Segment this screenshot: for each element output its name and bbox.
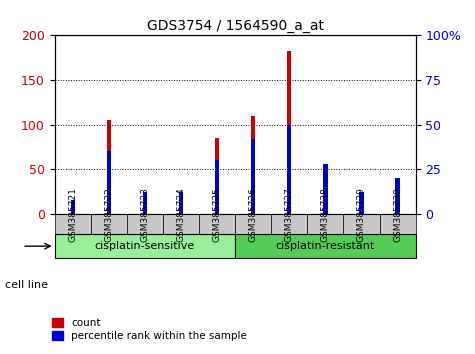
Bar	[106, 152, 111, 214]
Bar	[106, 120, 111, 214]
Bar	[215, 160, 219, 214]
Bar	[70, 209, 75, 214]
Bar	[359, 193, 364, 214]
Text: GSM385726: GSM385726	[249, 188, 257, 242]
Bar	[395, 178, 400, 214]
Text: GSM385725: GSM385725	[213, 188, 221, 242]
Text: GSM385724: GSM385724	[177, 188, 185, 242]
Bar	[70, 200, 75, 214]
Bar	[142, 193, 147, 214]
FancyBboxPatch shape	[55, 234, 235, 258]
FancyBboxPatch shape	[199, 214, 235, 234]
FancyBboxPatch shape	[307, 214, 343, 234]
FancyBboxPatch shape	[91, 214, 127, 234]
Bar	[215, 138, 219, 214]
Bar	[179, 193, 183, 214]
Bar	[179, 205, 183, 214]
Text: cisplatin-resistant: cisplatin-resistant	[276, 241, 375, 251]
Text: GSM385729: GSM385729	[357, 188, 366, 242]
Text: GSM385722: GSM385722	[104, 188, 113, 242]
Bar	[251, 139, 256, 214]
Text: cisplatin-sensitive: cisplatin-sensitive	[95, 241, 195, 251]
FancyBboxPatch shape	[163, 214, 199, 234]
Text: cell line: cell line	[5, 280, 48, 290]
Text: GSM385728: GSM385728	[321, 188, 330, 242]
Text: GSM385730: GSM385730	[393, 187, 402, 242]
FancyBboxPatch shape	[271, 214, 307, 234]
Bar	[323, 164, 328, 214]
FancyBboxPatch shape	[235, 234, 416, 258]
FancyBboxPatch shape	[127, 214, 163, 234]
Text: GSM385721: GSM385721	[68, 188, 77, 242]
FancyBboxPatch shape	[55, 214, 91, 234]
Title: GDS3754 / 1564590_a_at: GDS3754 / 1564590_a_at	[147, 19, 323, 33]
FancyBboxPatch shape	[343, 214, 380, 234]
Bar	[359, 207, 364, 214]
Bar	[323, 209, 328, 214]
Text: GSM385727: GSM385727	[285, 188, 294, 242]
FancyBboxPatch shape	[235, 214, 271, 234]
FancyBboxPatch shape	[380, 214, 416, 234]
Bar	[395, 196, 400, 214]
Text: GSM385723: GSM385723	[141, 188, 149, 242]
Bar	[287, 125, 292, 214]
Bar	[251, 116, 256, 214]
Bar	[287, 51, 292, 214]
Legend: count, percentile rank within the sample: count, percentile rank within the sample	[48, 314, 251, 345]
Bar	[142, 209, 147, 214]
